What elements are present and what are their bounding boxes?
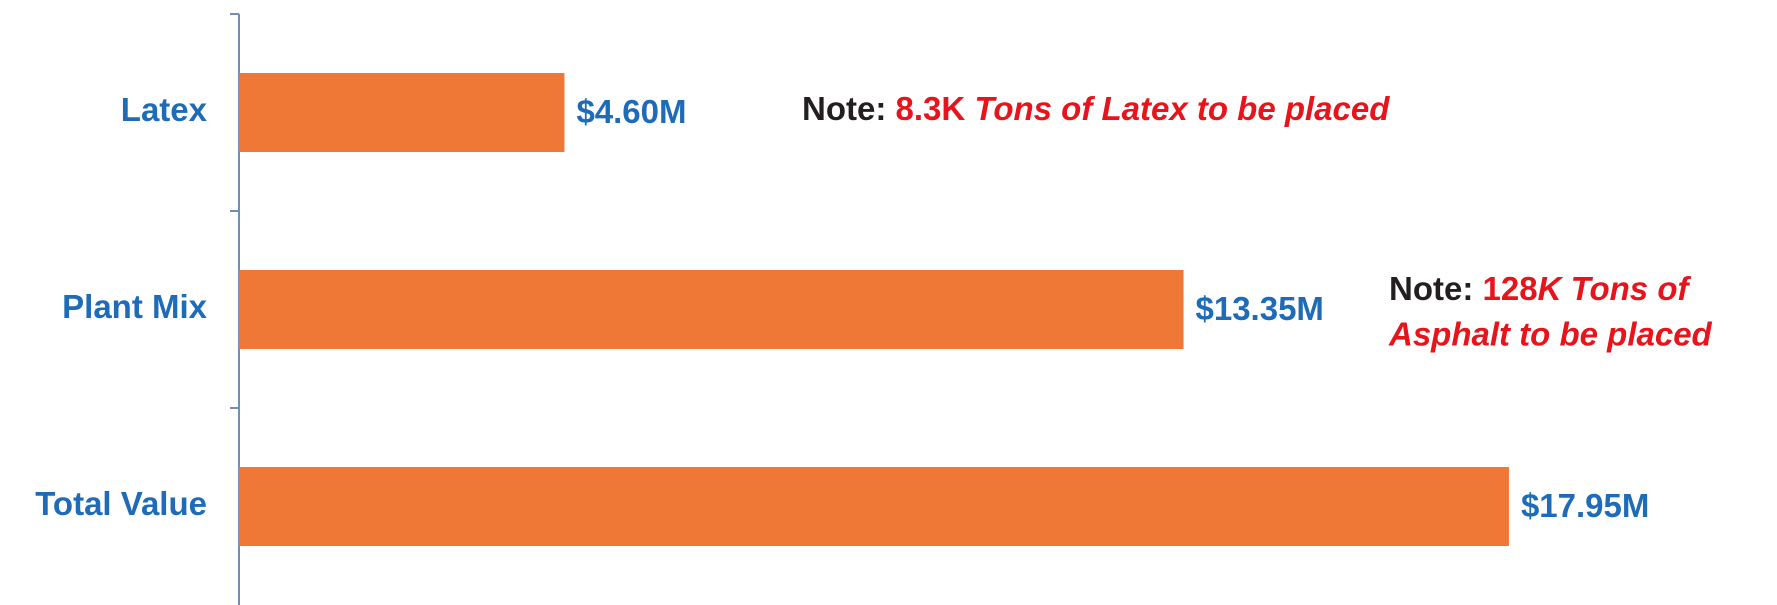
category-label: Latex [121, 91, 208, 128]
note-number: 128 [1483, 270, 1538, 307]
note-text: Tons of Latex to be placed [974, 90, 1390, 127]
note-label: Note: [802, 90, 886, 127]
annotation: Note: 128K Tons of [1389, 270, 1691, 307]
value-label: $4.60M [576, 93, 686, 130]
category-label: Total Value [35, 485, 207, 522]
bar [239, 467, 1509, 546]
value-label: $13.35M [1196, 290, 1324, 327]
bar [239, 270, 1184, 349]
category-label: Plant Mix [62, 288, 208, 325]
annotation: Note: 8.3K Tons of Latex to be placed [802, 90, 1390, 127]
note-text: K Tons of [1538, 270, 1692, 307]
annotation: Asphalt to be placed [1388, 316, 1713, 353]
note-label: Note: [1389, 270, 1473, 307]
bar [239, 73, 565, 152]
value-label: $17.95M [1521, 487, 1649, 524]
note-number: 8.3K [896, 90, 966, 127]
